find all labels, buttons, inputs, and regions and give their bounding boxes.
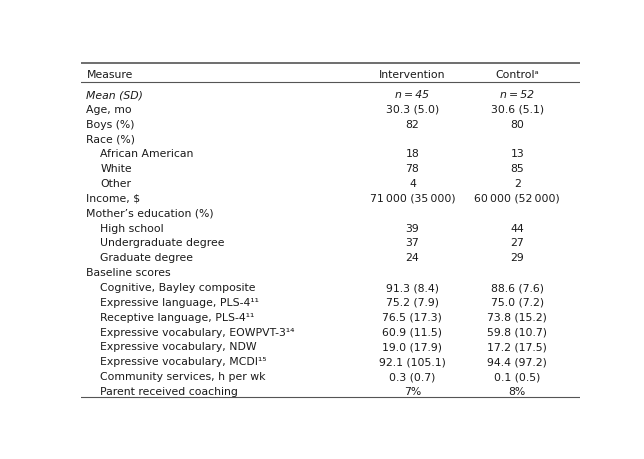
Text: Controlᵃ: Controlᵃ [495,69,539,79]
Text: Baseline scores: Baseline scores [86,268,171,278]
Text: 60 000 (52 000): 60 000 (52 000) [475,194,560,203]
Text: Parent received coaching: Parent received coaching [100,386,238,396]
Text: Expressive vocabulary, NDW: Expressive vocabulary, NDW [100,341,257,352]
Text: 88.6 (7.6): 88.6 (7.6) [491,282,544,292]
Text: 94.4 (97.2): 94.4 (97.2) [488,357,547,366]
Text: 0.1 (0.5): 0.1 (0.5) [494,371,540,381]
Text: 30.6 (5.1): 30.6 (5.1) [491,105,544,115]
Text: 13: 13 [510,149,524,159]
Text: 37: 37 [406,238,419,248]
Text: 30.3 (5.0): 30.3 (5.0) [386,105,439,115]
Text: 71 000 (35 000): 71 000 (35 000) [370,194,455,203]
Text: Expressive vocabulary, EOWPVT-3¹⁴: Expressive vocabulary, EOWPVT-3¹⁴ [100,327,295,337]
Text: 27: 27 [510,238,524,248]
Text: n = 52: n = 52 [500,90,535,100]
Text: 29: 29 [510,253,524,263]
Text: 19.0 (17.9): 19.0 (17.9) [383,341,442,352]
Text: 59.8 (10.7): 59.8 (10.7) [488,327,547,337]
Text: High school: High school [100,223,164,233]
Text: 75.2 (7.9): 75.2 (7.9) [386,297,439,307]
Text: Cognitive, Bayley composite: Cognitive, Bayley composite [100,282,256,292]
Text: African American: African American [100,149,194,159]
Text: Undergraduate degree: Undergraduate degree [100,238,225,248]
Text: Race (%): Race (%) [86,134,135,144]
Text: 2: 2 [514,179,520,189]
Text: Other: Other [100,179,131,189]
Text: 82: 82 [406,119,419,129]
Text: Expressive language, PLS-4¹¹: Expressive language, PLS-4¹¹ [100,297,260,307]
Text: 80: 80 [510,119,524,129]
Text: 73.8 (15.2): 73.8 (15.2) [488,312,547,322]
Text: 76.5 (17.3): 76.5 (17.3) [383,312,442,322]
Text: 78: 78 [406,164,419,174]
Text: 39: 39 [406,223,419,233]
Text: Graduate degree: Graduate degree [100,253,193,263]
Text: 0.3 (0.7): 0.3 (0.7) [389,371,435,381]
Text: 18: 18 [406,149,419,159]
Text: 24: 24 [406,253,419,263]
Text: n = 45: n = 45 [395,90,430,100]
Text: Intervention: Intervention [379,69,446,79]
Text: 7%: 7% [404,386,421,396]
Text: 75.0 (7.2): 75.0 (7.2) [491,297,544,307]
Text: 44: 44 [510,223,524,233]
Text: 91.3 (8.4): 91.3 (8.4) [386,282,439,292]
Text: Age, mo: Age, mo [86,105,132,115]
Text: Boys (%): Boys (%) [86,119,135,129]
Text: 17.2 (17.5): 17.2 (17.5) [488,341,547,352]
Text: Community services, h per wk: Community services, h per wk [100,371,266,381]
Text: Receptive language, PLS-4¹¹: Receptive language, PLS-4¹¹ [100,312,255,322]
Text: 60.9 (11.5): 60.9 (11.5) [383,327,442,337]
Text: Mean (SD): Mean (SD) [86,90,144,100]
Text: White: White [100,164,132,174]
Text: 92.1 (105.1): 92.1 (105.1) [379,357,446,366]
Text: Expressive vocabulary, MCDI¹⁵: Expressive vocabulary, MCDI¹⁵ [100,357,267,366]
Text: 8%: 8% [509,386,526,396]
Text: 85: 85 [510,164,524,174]
Text: Measure: Measure [86,69,133,79]
Text: Income, $: Income, $ [86,194,140,203]
Text: 4: 4 [409,179,416,189]
Text: Mother’s education (%): Mother’s education (%) [86,208,214,218]
